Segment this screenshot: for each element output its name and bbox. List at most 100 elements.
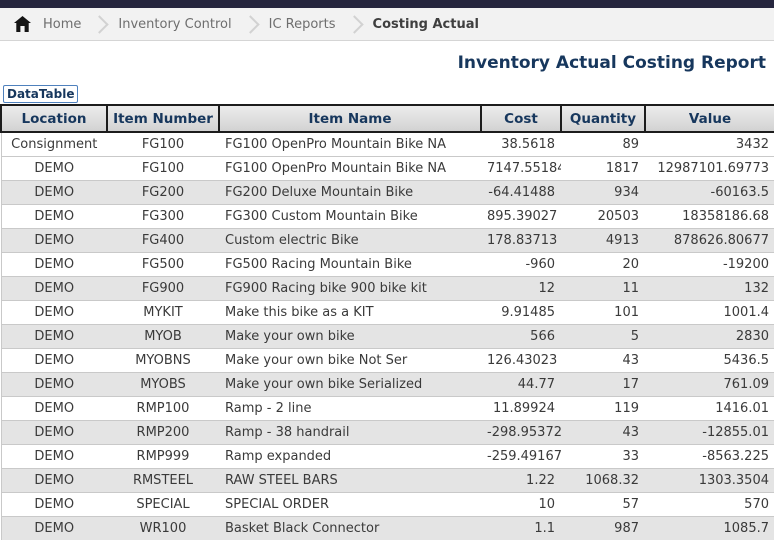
cell-item_name: RAW STEEL BARS bbox=[219, 467, 481, 492]
cell-item_name: Basket Black Connector bbox=[219, 515, 481, 540]
cell-location: DEMO bbox=[0, 491, 107, 516]
breadcrumb: Home Inventory Control IC Reports Costing A… bbox=[0, 8, 774, 41]
cell-cost: 126.43023 bbox=[481, 347, 561, 372]
column-header-quantity[interactable]: Quantity bbox=[560, 104, 646, 133]
column-header-item_number[interactable]: Item Number bbox=[106, 104, 220, 133]
table-row: DEMO SPECIAL SPECIAL ORDER 10 57 570 bbox=[0, 491, 774, 516]
cell-location: DEMO bbox=[0, 395, 107, 420]
cell-value: 761.09 bbox=[645, 371, 774, 396]
report-table: Location Item Number Item Name Cost Quantity… bbox=[0, 104, 774, 540]
cell-item_number: RMP999 bbox=[107, 443, 219, 468]
table-row: DEMO RMP999 Ramp expanded -259.49167 33 -8563… bbox=[0, 443, 774, 468]
cell-item_number: MYKIT bbox=[107, 299, 219, 324]
cell-cost: -64.41488 bbox=[481, 179, 561, 204]
cell-quantity: 101 bbox=[561, 299, 645, 324]
cell-location: DEMO bbox=[0, 179, 107, 204]
table-row: Consignment FG100 FG100 OpenPro Mountain B… bbox=[0, 132, 774, 156]
cell-quantity: 89 bbox=[622, 136, 639, 152]
cell-item_name: Make your own bike Serialized bbox=[219, 371, 481, 396]
table-row: DEMO MYOB Make your own bike 566 5 2830 bbox=[0, 323, 774, 348]
cell-value: 570 bbox=[645, 491, 774, 516]
cell-quantity: 17 bbox=[561, 371, 645, 396]
cell-item_name: FG100 OpenPro Mountain Bike NA bbox=[225, 136, 447, 152]
column-header-item_name[interactable]: Item Name bbox=[218, 104, 482, 133]
cell-cost: -298.95372 bbox=[481, 419, 561, 444]
cell-cost: 10 bbox=[481, 491, 561, 516]
cell-item_name: Ramp expanded bbox=[219, 443, 481, 468]
cell-location: DEMO bbox=[0, 419, 107, 444]
cell-quantity: 11 bbox=[561, 275, 645, 300]
cell-quantity: 57 bbox=[561, 491, 645, 516]
cell-location: DEMO bbox=[0, 323, 107, 348]
cell-location: DEMO bbox=[0, 443, 107, 468]
cell-cost: -960 bbox=[481, 251, 561, 276]
column-header-cost[interactable]: Cost bbox=[480, 104, 562, 133]
table-row: DEMO FG500 FG500 Racing Mountain Bike -960 2… bbox=[0, 251, 774, 276]
title-row: Inventory Actual Costing Report bbox=[0, 53, 774, 73]
chevron-right-icon bbox=[90, 14, 110, 34]
cell-cost: -259.49167 bbox=[481, 443, 561, 468]
cell-quantity: 119 bbox=[561, 395, 645, 420]
cell-value: 2830 bbox=[645, 323, 774, 348]
cell-location: DEMO bbox=[0, 371, 107, 396]
cell-quantity: 1068.32 bbox=[561, 467, 645, 492]
cell-location: DEMO bbox=[0, 275, 107, 300]
cell-item_name: Ramp - 2 line bbox=[219, 395, 481, 420]
table-row: DEMO MYOBNS Make your own bike Not Ser 126.… bbox=[0, 347, 774, 372]
cell-cost: 1.22 bbox=[481, 467, 561, 492]
datatable-label-wrap: DataTable bbox=[3, 83, 774, 103]
cell-location: DEMO bbox=[0, 467, 107, 492]
cell-value: 5436.5 bbox=[645, 347, 774, 372]
cell-item_name: FG200 Deluxe Mountain Bike bbox=[219, 179, 481, 204]
column-header-location[interactable]: Location bbox=[0, 104, 108, 133]
cell-item_name: FG900 Racing bike 900 bike kit bbox=[219, 275, 481, 300]
cell-cost: 44.77 bbox=[481, 371, 561, 396]
cell-quantity: 33 bbox=[561, 443, 645, 468]
cell-cost: 566 bbox=[481, 323, 561, 348]
cell-value: 1001.4 bbox=[645, 299, 774, 324]
page-title: Inventory Actual Costing Report bbox=[457, 53, 766, 73]
chevron-right-icon bbox=[344, 14, 364, 34]
table-row: DEMO MYOBS Make your own bike Serialized 44… bbox=[0, 371, 774, 396]
cell-quantity: 43 bbox=[561, 419, 645, 444]
cell-item_number: FG100 bbox=[141, 136, 185, 152]
breadcrumb-item-home[interactable]: Home bbox=[43, 16, 82, 32]
cell-cost: 12 bbox=[481, 275, 561, 300]
cell-item_number: FG500 bbox=[107, 251, 219, 276]
cell-item_number: MYOBS bbox=[107, 371, 219, 396]
cell-location: DEMO bbox=[0, 347, 107, 372]
cell-location: DEMO bbox=[0, 227, 107, 252]
table-row: DEMO RMSTEEL RAW STEEL BARS 1.22 1068.32 1303… bbox=[0, 467, 774, 492]
cell-item_name: Ramp - 38 handrail bbox=[219, 419, 481, 444]
cell-quantity: 987 bbox=[561, 515, 645, 540]
cell-value: -12855.01 bbox=[645, 419, 774, 444]
cell-value: 878626.80677 bbox=[645, 227, 774, 252]
cell-quantity: 5 bbox=[561, 323, 645, 348]
cell-item_number: WR100 bbox=[107, 515, 219, 540]
table-row: DEMO WR100 Basket Black Connector 1.1 987 108… bbox=[0, 515, 774, 540]
cell-item_number: FG100 bbox=[107, 155, 219, 180]
table-header: Location Item Number Item Name Cost Quantity… bbox=[0, 104, 774, 133]
cell-item_name: Custom electric Bike bbox=[219, 227, 481, 252]
table-row: DEMO FG200 FG200 Deluxe Mountain Bike -64.4… bbox=[0, 179, 774, 204]
cell-item_name: FG100 OpenPro Mountain Bike NA bbox=[219, 155, 481, 180]
cell-quantity: 20503 bbox=[561, 203, 645, 228]
cell-value: -8563.225 bbox=[645, 443, 774, 468]
cell-location: DEMO bbox=[0, 155, 107, 180]
cell-item_name: FG500 Racing Mountain Bike bbox=[219, 251, 481, 276]
breadcrumb-item-ic-reports[interactable]: IC Reports bbox=[268, 16, 336, 32]
cell-item_name: Make this bike as a KIT bbox=[219, 299, 481, 324]
cell-value: 12987101.69773 bbox=[645, 155, 774, 180]
breadcrumb-item-inventory-control[interactable]: Inventory Control bbox=[118, 16, 232, 32]
table-row: DEMO FG900 FG900 Racing bike 900 bike kit 1… bbox=[0, 275, 774, 300]
column-header-value[interactable]: Value bbox=[644, 104, 774, 133]
cell-quantity: 934 bbox=[561, 179, 645, 204]
cell-item_number: MYOB bbox=[107, 323, 219, 348]
cell-item_name: Make your own bike bbox=[219, 323, 481, 348]
cell-item_number: RMSTEEL bbox=[107, 467, 219, 492]
home-icon[interactable] bbox=[14, 16, 31, 32]
breadcrumb-item-costing-actual: Costing Actual bbox=[372, 16, 479, 32]
cell-value: 1085.7 bbox=[645, 515, 774, 540]
cell-quantity: 1817 bbox=[561, 155, 645, 180]
cell-location: DEMO bbox=[0, 251, 107, 276]
